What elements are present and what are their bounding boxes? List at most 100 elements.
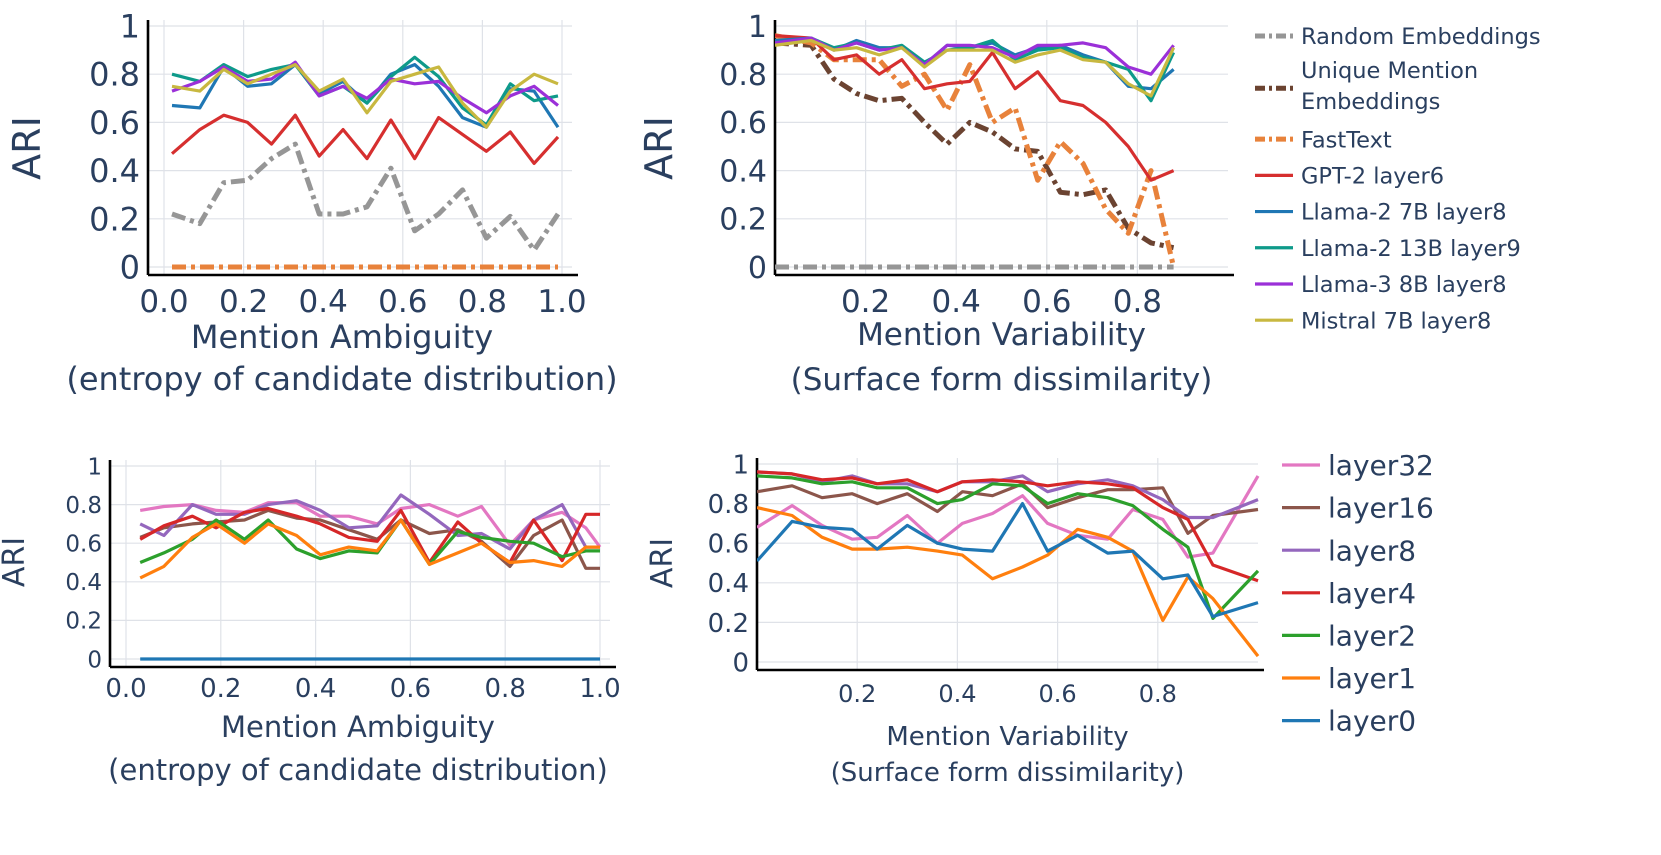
x-tick-label: 0.2 — [200, 674, 241, 704]
legend-label: Llama-2 7B layer8 — [1301, 200, 1507, 226]
series-line-layer32 — [757, 475, 1260, 559]
series-group — [139, 493, 602, 661]
series-line-random-embeddings — [171, 141, 561, 253]
series-line-layer1 — [757, 506, 1260, 658]
x-tick-label: 0.0 — [139, 284, 188, 320]
x-tick-label: 0.6 — [390, 674, 431, 704]
y-tick-label: 0.4 — [719, 154, 767, 189]
x-tick-label: 0.4 — [299, 284, 348, 320]
x-tick-label: 0.2 — [838, 680, 876, 708]
y-tick-label: 0.6 — [89, 104, 140, 142]
legend: layer32 layer16 layer8 layer4 layer2 layer1 la… — [1282, 449, 1434, 738]
legend-label: layer32 — [1328, 449, 1434, 482]
legend-label: FastText — [1301, 127, 1392, 153]
series-line-layer16 — [757, 482, 1259, 535]
legend-label: GPT-2 layer6 — [1301, 163, 1444, 189]
x-tick-label: 0.4 — [295, 674, 336, 704]
y-tick-label: 0 — [120, 249, 140, 287]
y-tick-label: 0 — [732, 648, 749, 678]
y-axis-title: ARI — [5, 116, 49, 180]
y-tick-label: 1 — [87, 454, 102, 480]
x-axis-title-line: Mention Ambiguity — [191, 318, 493, 356]
x-tick-label: 0.4 — [938, 680, 976, 708]
y-tick-label: 1 — [732, 450, 749, 480]
legend-label-line: Unique Mention — [1301, 58, 1478, 84]
y-tick-label: 0.6 — [708, 530, 749, 560]
y-tick-label: 0.4 — [89, 152, 140, 190]
legend-label: Llama-3 8B layer8 — [1301, 272, 1507, 298]
series-group — [775, 33, 1177, 270]
series-line-llama-3-8b-layer8 — [775, 36, 1175, 76]
series-line-unique-mention-embeddings — [775, 40, 1175, 251]
x-tick-label: 1.0 — [579, 674, 620, 704]
y-tick-label: 0.6 — [719, 106, 767, 141]
series-group — [757, 470, 1260, 658]
x-axis-title-line: (Surface form dissimilarity) — [831, 758, 1185, 788]
y-tick-label: 0.6 — [65, 531, 102, 557]
x-tick-label: 0.6 — [1039, 680, 1077, 708]
series-line-llama-3-8b-layer8 — [171, 60, 560, 115]
y-tick-label: 0 — [748, 251, 767, 286]
y-tick-label: 0.4 — [65, 570, 102, 596]
series-line-gpt-2-layer6 — [775, 34, 1175, 182]
y-tick-label: 0.4 — [708, 569, 749, 599]
legend-label: layer1 — [1328, 662, 1416, 695]
x-axis-title-line: Mention Variability — [886, 722, 1128, 752]
series-line-layer0 — [757, 502, 1259, 619]
legend-label: Unique Mention Embeddings — [1301, 58, 1478, 115]
legend-label-line: Embeddings — [1301, 89, 1440, 115]
legend-label: Llama-2 13B layer9 — [1301, 236, 1521, 262]
gridlines — [148, 20, 572, 275]
y-tick-label: 0.2 — [708, 609, 749, 639]
x-axis-title-line: Mention Variability — [857, 317, 1146, 353]
x-tick-label: 0.8 — [1113, 284, 1162, 320]
x-axis-title-line: (Surface form dissimilarity) — [791, 362, 1213, 398]
x-tick-label: 0.8 — [458, 284, 507, 320]
x-axis-title-line: Mention Ambiguity — [221, 710, 495, 744]
y-tick-label: 1 — [120, 8, 140, 46]
x-axis-title-line: (entropy of candidate distribution) — [108, 753, 608, 787]
gridlines — [110, 460, 610, 667]
x-tick-label: 0.4 — [932, 284, 981, 320]
series-line-layer1 — [139, 518, 600, 580]
series-line-llama-2-13b-layer9 — [171, 55, 559, 127]
y-axis-title: ARI — [637, 116, 681, 180]
y-tick-label: 0.8 — [708, 490, 749, 520]
panel-top-right: 0 0.2 0.4 0.6 0.8 1 0.2 0.4 0.6 0.8 ARI Mention Var… — [637, 10, 1234, 398]
y-tick-label: 0.8 — [89, 56, 140, 94]
y-tick-label: 0.2 — [719, 203, 767, 238]
y-axis-title: ARI — [0, 537, 32, 587]
panel-bottom-left: 0 0.2 0.4 0.6 0.8 1 0.0 0.2 0.4 0.6 0.8 1.0 ARI Menti… — [0, 449, 1434, 787]
panel-bottom-right: 0 0.2 0.4 0.6 0.8 1 0.2 0.4 0.6 0.8 ARI Mention Var… — [645, 450, 1264, 788]
series-line-gpt-2-layer6 — [170, 113, 560, 165]
series-line-mistral-7b-layer8 — [775, 38, 1176, 98]
series-line-layer4 — [757, 470, 1259, 583]
y-tick-label: 0 — [87, 647, 102, 673]
series-group — [170, 55, 561, 270]
series-line-mistral-7b-layer8 — [171, 62, 559, 129]
y-tick-label: 1 — [748, 10, 767, 45]
legend-label: layer2 — [1328, 619, 1416, 652]
x-tick-label: 0.0 — [105, 674, 146, 704]
x-tick-label: 0.2 — [841, 284, 890, 320]
y-tick-label: 0.8 — [65, 493, 102, 519]
y-tick-label: 0.8 — [719, 58, 767, 93]
x-tick-label: 0.8 — [485, 674, 526, 704]
series-line-layer4 — [139, 506, 600, 565]
y-tick-label: 0.2 — [89, 200, 140, 238]
x-tick-label: 0.6 — [378, 284, 427, 320]
series-line-fasttext — [775, 33, 1177, 268]
x-axis-title-line: (entropy of candidate distribution) — [66, 360, 617, 398]
legend-label: layer8 — [1328, 534, 1416, 567]
panel-top-left: 0 0.2 0.4 0.6 0.8 1 0.0 0.2 0.4 0.6 0.8 1.0 ARI Menti… — [5, 8, 1541, 398]
x-tick-label: 0.6 — [1022, 284, 1071, 320]
legend-label: layer4 — [1328, 577, 1416, 610]
series-line-layer2 — [757, 474, 1260, 621]
legend-label: Random Embeddings — [1301, 24, 1541, 50]
legend: Random Embeddings Unique Mention Embedding… — [1255, 24, 1541, 334]
x-tick-label: 1.0 — [537, 284, 586, 320]
legend-label: Mistral 7B layer8 — [1301, 308, 1491, 334]
y-axis-title: ARI — [645, 538, 680, 588]
x-tick-label: 0.2 — [219, 284, 268, 320]
